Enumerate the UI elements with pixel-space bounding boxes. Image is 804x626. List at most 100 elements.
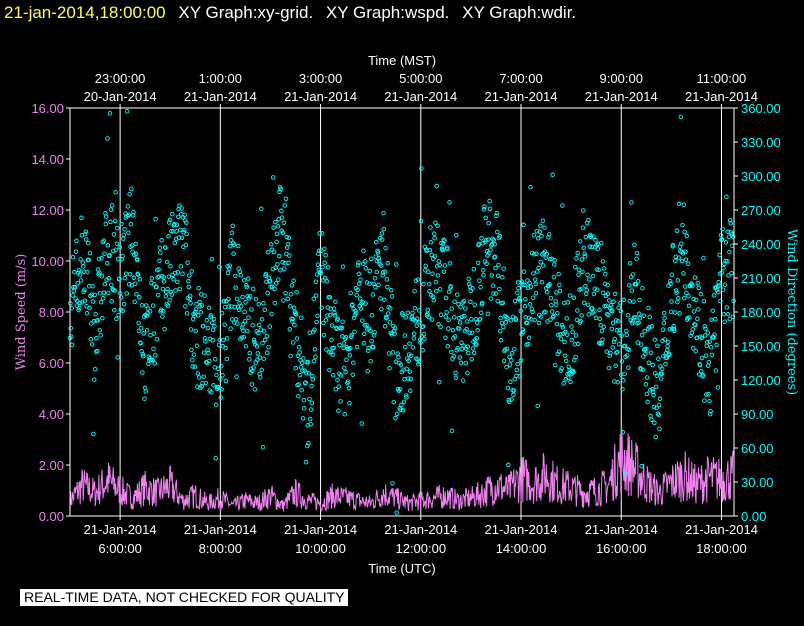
wind-direction-point bbox=[428, 225, 433, 230]
wind-direction-point bbox=[150, 303, 156, 308]
wind-direction-point bbox=[94, 336, 99, 341]
wind-direction-point bbox=[570, 329, 575, 335]
top-tick-date: 21-Jan-2014 bbox=[384, 89, 457, 104]
wind-direction-point bbox=[91, 431, 96, 437]
wind-direction-point bbox=[682, 229, 687, 235]
wind-direction-point bbox=[511, 388, 517, 393]
wind-direction-point bbox=[224, 336, 230, 341]
wind-direction-point bbox=[627, 283, 632, 288]
wind-direction-point bbox=[540, 263, 546, 268]
wind-direction-point bbox=[700, 372, 706, 378]
wind-direction-point bbox=[117, 276, 122, 282]
wind-direction-point bbox=[205, 325, 211, 331]
wind-direction-point bbox=[619, 333, 624, 338]
wind-direction-point bbox=[458, 304, 463, 310]
wind-direction-point bbox=[177, 203, 182, 208]
wind-direction-point bbox=[83, 237, 89, 242]
wind-direction-point bbox=[108, 219, 113, 225]
wind-direction-point bbox=[229, 230, 235, 236]
wind-direction-point bbox=[470, 286, 475, 291]
wind-direction-point bbox=[652, 420, 657, 426]
wind-direction-point bbox=[630, 319, 635, 324]
wind-direction-point bbox=[220, 373, 225, 378]
wind-direction-point bbox=[672, 310, 678, 315]
wind-direction-point bbox=[376, 255, 382, 261]
wind-direction-point bbox=[489, 241, 495, 247]
wind-direction-point bbox=[160, 286, 166, 292]
wind-direction-point bbox=[474, 320, 480, 326]
wind-direction-point bbox=[108, 207, 114, 212]
wind-direction-point bbox=[256, 322, 262, 328]
wind-direction-point bbox=[204, 318, 209, 323]
wind-direction-point bbox=[307, 416, 313, 422]
wind-direction-point bbox=[216, 342, 222, 348]
wind-direction-point bbox=[669, 299, 674, 304]
wind-direction-point bbox=[294, 336, 300, 341]
wind-direction-point bbox=[667, 327, 673, 332]
wind-direction-point bbox=[534, 251, 539, 256]
wind-direction-point bbox=[528, 284, 534, 289]
wind-direction-point bbox=[597, 316, 603, 322]
wind-direction-point bbox=[92, 292, 97, 298]
wind-direction-point bbox=[606, 312, 611, 318]
wind-direction-point bbox=[207, 358, 212, 364]
wind-direction-point bbox=[259, 367, 264, 373]
wind-direction-point bbox=[394, 262, 399, 267]
wind-direction-point bbox=[702, 333, 708, 338]
wind-direction-point bbox=[358, 277, 363, 282]
wind-direction-point bbox=[378, 263, 384, 268]
wind-direction-point bbox=[568, 379, 573, 385]
wind-direction-point bbox=[526, 341, 531, 347]
wind-direction-point bbox=[471, 266, 477, 272]
wind-direction-point bbox=[99, 273, 105, 279]
wind-direction-point bbox=[434, 183, 440, 189]
wind-direction-point bbox=[99, 255, 104, 261]
wind-direction-point bbox=[301, 397, 307, 403]
left-tick-label: 2.00 bbox=[39, 458, 64, 473]
wind-direction-point bbox=[148, 332, 153, 338]
wind-direction-point bbox=[530, 295, 536, 300]
wind-direction-point bbox=[143, 389, 149, 394]
wind-direction-point bbox=[141, 331, 146, 336]
wind-direction-point bbox=[466, 276, 471, 282]
wind-direction-point bbox=[484, 261, 489, 266]
wind-direction-point bbox=[243, 300, 248, 305]
wind-direction-point bbox=[581, 208, 586, 213]
wind-direction-point bbox=[133, 241, 138, 247]
wind-direction-point bbox=[380, 273, 385, 278]
wind-direction-point bbox=[460, 378, 466, 383]
wind-direction-point bbox=[673, 288, 679, 293]
wind-direction-point bbox=[236, 243, 241, 249]
wind-direction-point bbox=[344, 357, 349, 363]
wind-direction-point bbox=[532, 277, 538, 282]
wind-direction-point bbox=[140, 370, 145, 375]
wind-direction-point bbox=[307, 396, 312, 402]
wind-direction-point bbox=[427, 247, 433, 253]
wind-direction-point bbox=[353, 308, 358, 314]
wind-direction-point bbox=[714, 342, 719, 348]
wind-direction-point bbox=[92, 377, 97, 382]
wind-direction-point bbox=[370, 292, 376, 297]
wind-direction-point bbox=[436, 321, 441, 327]
wind-direction-point bbox=[214, 372, 219, 378]
wind-direction-point bbox=[218, 363, 224, 369]
wind-direction-point bbox=[724, 305, 730, 310]
wind-direction-point bbox=[520, 327, 526, 332]
left-tick-label: 8.00 bbox=[39, 305, 64, 320]
wind-direction-point bbox=[318, 270, 324, 276]
wind-direction-point bbox=[726, 234, 732, 240]
wind-direction-point bbox=[696, 285, 701, 291]
wind-direction-point bbox=[474, 342, 479, 347]
wind-direction-point bbox=[459, 346, 465, 352]
wind-direction-point bbox=[226, 296, 231, 302]
wind-direction-point bbox=[412, 305, 418, 311]
bottom-tick-date: 21-Jan-2014 bbox=[84, 522, 157, 537]
wind-direction-point bbox=[630, 321, 635, 326]
wind-direction-point bbox=[379, 237, 385, 242]
wind-direction-point bbox=[122, 226, 127, 232]
wind-direction-point bbox=[434, 263, 440, 269]
wind-direction-point bbox=[624, 332, 629, 338]
wind-direction-point bbox=[701, 255, 706, 261]
wind-direction-point bbox=[289, 283, 295, 288]
wind-direction-point bbox=[294, 289, 299, 295]
